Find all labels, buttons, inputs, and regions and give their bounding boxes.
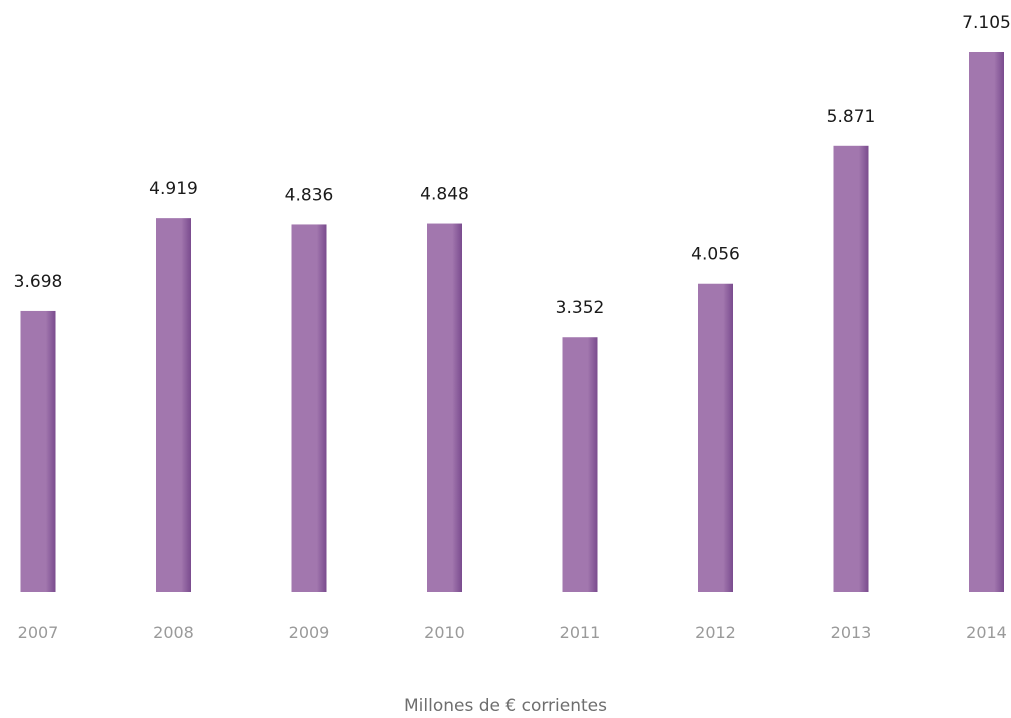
data-label-2009: 4.836 (285, 185, 334, 205)
bar-2007 (20, 310, 56, 592)
data-label-2007: 3.698 (14, 272, 63, 292)
bar-2014 (969, 52, 1004, 592)
x-tick-label-2014: 2014 (966, 623, 1007, 642)
bar-2010 (427, 223, 462, 592)
data-label-2008: 4.919 (149, 179, 198, 199)
x-tick-labels-group: 2007 2008 2009 2010 2011 2012 2013 2014 (18, 623, 1007, 642)
data-label-2010: 4.848 (420, 185, 469, 205)
data-label-2012: 4.056 (691, 245, 740, 265)
data-label-2014: 7.105 (962, 13, 1011, 33)
bar-2009 (291, 224, 327, 593)
x-tick-label-2013: 2013 (831, 623, 872, 642)
value-labels-group: 3.698 4.919 4.836 4.848 3.352 4.056 5.871 7.105 (14, 13, 1011, 318)
x-tick-label-2010: 2010 (424, 623, 465, 642)
bar-2008 (156, 218, 191, 592)
bar-2013 (833, 145, 869, 592)
x-tick-label-2007: 2007 (18, 623, 59, 642)
chart-canvas: 3.698 4.919 4.836 4.848 3.352 4.056 5.871 7.105… (14, 13, 1011, 642)
x-tick-label-2008: 2008 (153, 623, 194, 642)
bars-group (20, 52, 1004, 593)
data-label-2013: 5.871 (827, 107, 876, 127)
bar-2011 (562, 337, 598, 592)
data-label-2011: 3.352 (556, 298, 605, 318)
bar-2012 (698, 283, 733, 592)
x-tick-label-2011: 2011 (560, 623, 601, 642)
x-axis-title: Millones de € corrientes (404, 696, 607, 716)
x-tick-label-2009: 2009 (289, 623, 330, 642)
x-tick-label-2012: 2012 (695, 623, 736, 642)
